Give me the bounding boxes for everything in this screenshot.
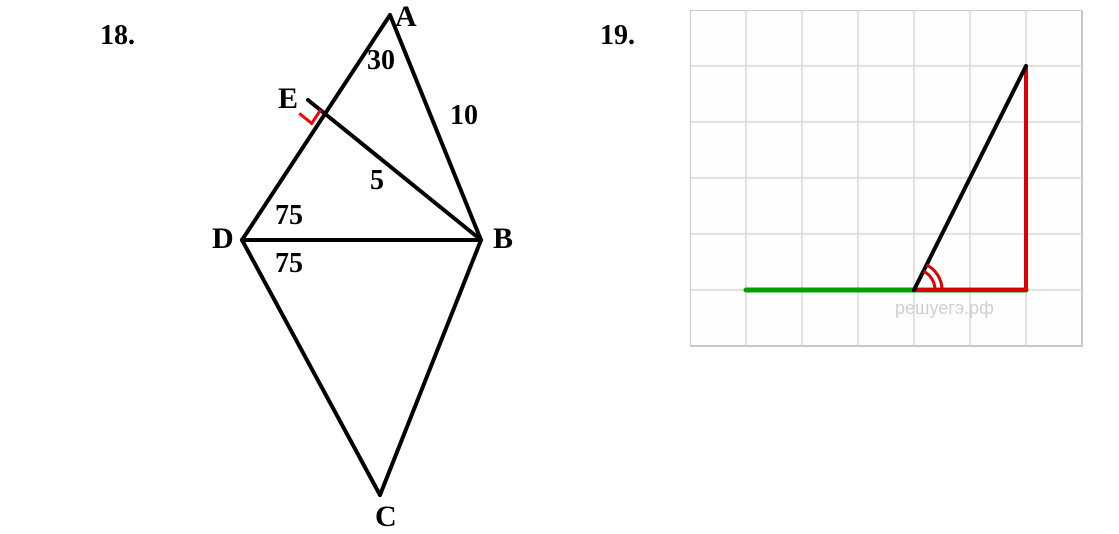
watermark-text: решуегэ.рф bbox=[895, 298, 994, 319]
angle-A-value: 30 bbox=[367, 45, 395, 77]
point-B-label: B bbox=[493, 222, 513, 256]
segment-EB-value: 5 bbox=[370, 165, 384, 197]
angle-ADB-value: 75 bbox=[275, 200, 303, 232]
point-C-label: C bbox=[375, 500, 397, 534]
angle-BDC-value: 75 bbox=[275, 248, 303, 280]
point-A-label: A bbox=[395, 0, 417, 34]
side-AB-value: 10 bbox=[450, 100, 478, 132]
problem-19-number: 19. bbox=[600, 20, 635, 52]
point-D-label: D bbox=[212, 222, 234, 256]
point-E-label: E bbox=[278, 82, 298, 116]
